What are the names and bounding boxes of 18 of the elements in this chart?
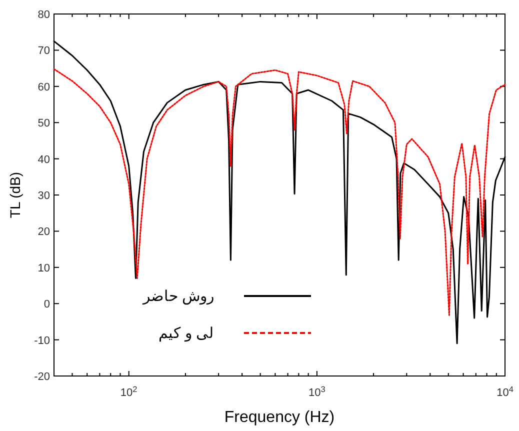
y-tick-label: 60	[38, 81, 50, 94]
y-axis-title: TL (dB)	[7, 172, 23, 218]
legend-label: لی و کیم	[158, 325, 214, 342]
y-tick-label: -10	[34, 334, 50, 347]
y-tick-label: 50	[38, 118, 50, 130]
x-tick-label: 10$^{2}$	[120, 384, 138, 399]
y-tick-label: 20	[38, 226, 50, 238]
y-tick-label: 70	[38, 45, 50, 58]
x-tick-label: 10$^{3}$	[308, 384, 326, 399]
x-axis-title: Frequency (Hz)	[224, 409, 335, 426]
y-tick-label: 80	[38, 9, 50, 21]
y-tick-label: 10	[38, 262, 50, 274]
x-tick-label: 10$^{4}$	[496, 384, 514, 399]
y-tick-label: 0	[44, 298, 50, 311]
legend-label: روش حاضر	[142, 288, 214, 305]
y-tick-label: 40	[38, 154, 50, 166]
y-tick-label: 30	[38, 190, 50, 202]
y-tick-label: -20	[34, 371, 50, 383]
